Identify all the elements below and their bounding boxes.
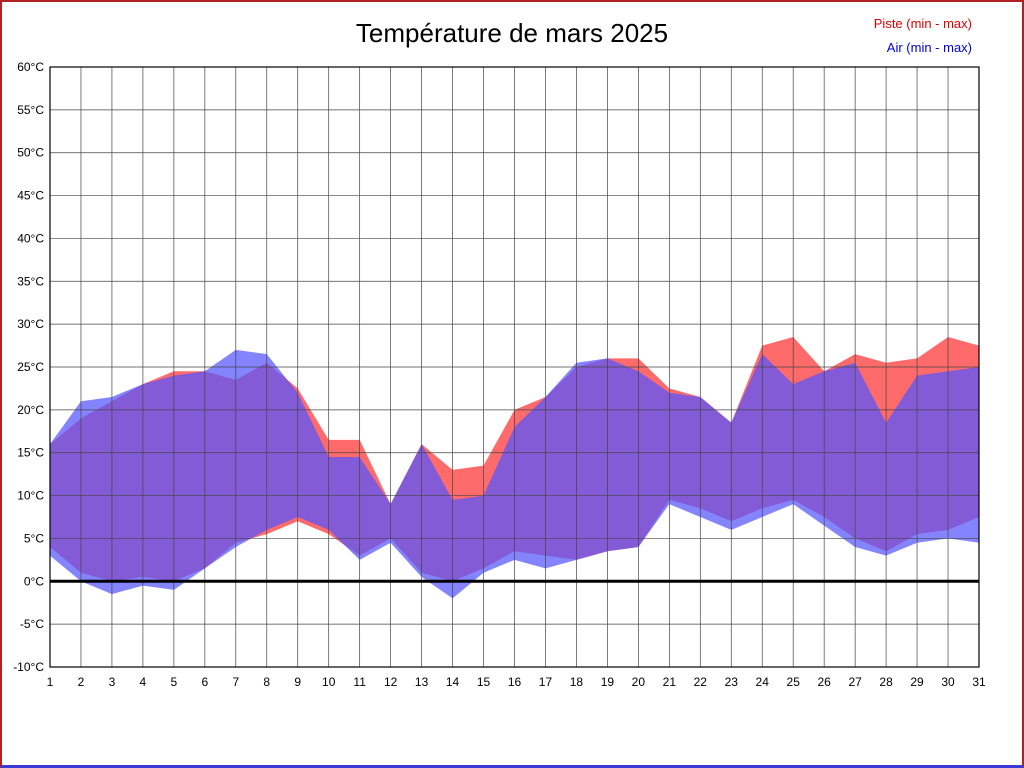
y-tick-label: 45°C [17,189,44,203]
x-tick-label: 3 [109,675,116,689]
x-tick-label: 21 [663,675,677,689]
y-tick-label: 30°C [17,317,44,331]
x-tick-label: 29 [910,675,924,689]
x-tick-label: 27 [848,675,862,689]
legend: Piste (min - max) Air (min - max) [874,12,972,60]
x-tick-label: 10 [322,675,336,689]
x-tick-label: 11 [353,675,366,689]
chart-title: Température de mars 2025 [355,18,669,48]
plot-border [49,66,980,668]
y-tick-label: 40°C [17,231,44,245]
y-tick-label: 10°C [17,489,44,503]
x-tick-label: 23 [725,675,739,689]
y-tick-label: 20°C [17,403,44,417]
x-tick-label: 26 [817,675,831,689]
x-tick-label: 2 [78,675,85,689]
y-tick-label: -5°C [20,617,44,631]
y-tick-label: 60°C [17,60,44,74]
x-tick-label: 24 [756,675,770,689]
x-tick-label: 15 [477,675,491,689]
y-tick-label: 0°C [24,574,44,588]
x-tick-label: 5 [171,675,178,689]
legend-item: Piste (min - max) [873,16,972,31]
x-tick-label: 30 [941,675,955,689]
x-tick-label: 4 [140,675,147,689]
legend-item: Air (min - max) [886,40,972,56]
x-tick-label: 9 [294,675,301,689]
y-tick-label: 50°C [17,146,44,160]
y-tick-label: 25°C [17,360,44,374]
x-tick-label: 14 [446,675,460,689]
x-tick-label: 31 [972,675,986,689]
x-tick-label: 6 [201,675,208,689]
y-tick-label: 15°C [17,446,44,460]
x-tick-label: 12 [384,675,398,689]
y-tick-label: 5°C [24,531,44,545]
x-tick-label: 18 [570,675,584,689]
x-tick-label: 20 [632,675,646,689]
x-tick-label: 28 [879,675,893,689]
x-tick-label: 22 [694,675,708,689]
x-tick-label: 19 [601,675,615,689]
x-tick-label: 17 [539,675,553,689]
y-tick-label: -10°C [13,660,44,674]
y-tick-label: 55°C [17,103,44,117]
x-tick-label: 16 [508,675,522,689]
x-tick-label: 1 [47,675,54,689]
x-tick-label: 25 [787,675,801,689]
x-tick-label: 8 [263,675,270,689]
x-tick-label: 13 [415,675,429,689]
x-tick-label: 7 [232,675,239,689]
y-tick-label: 35°C [17,274,44,288]
